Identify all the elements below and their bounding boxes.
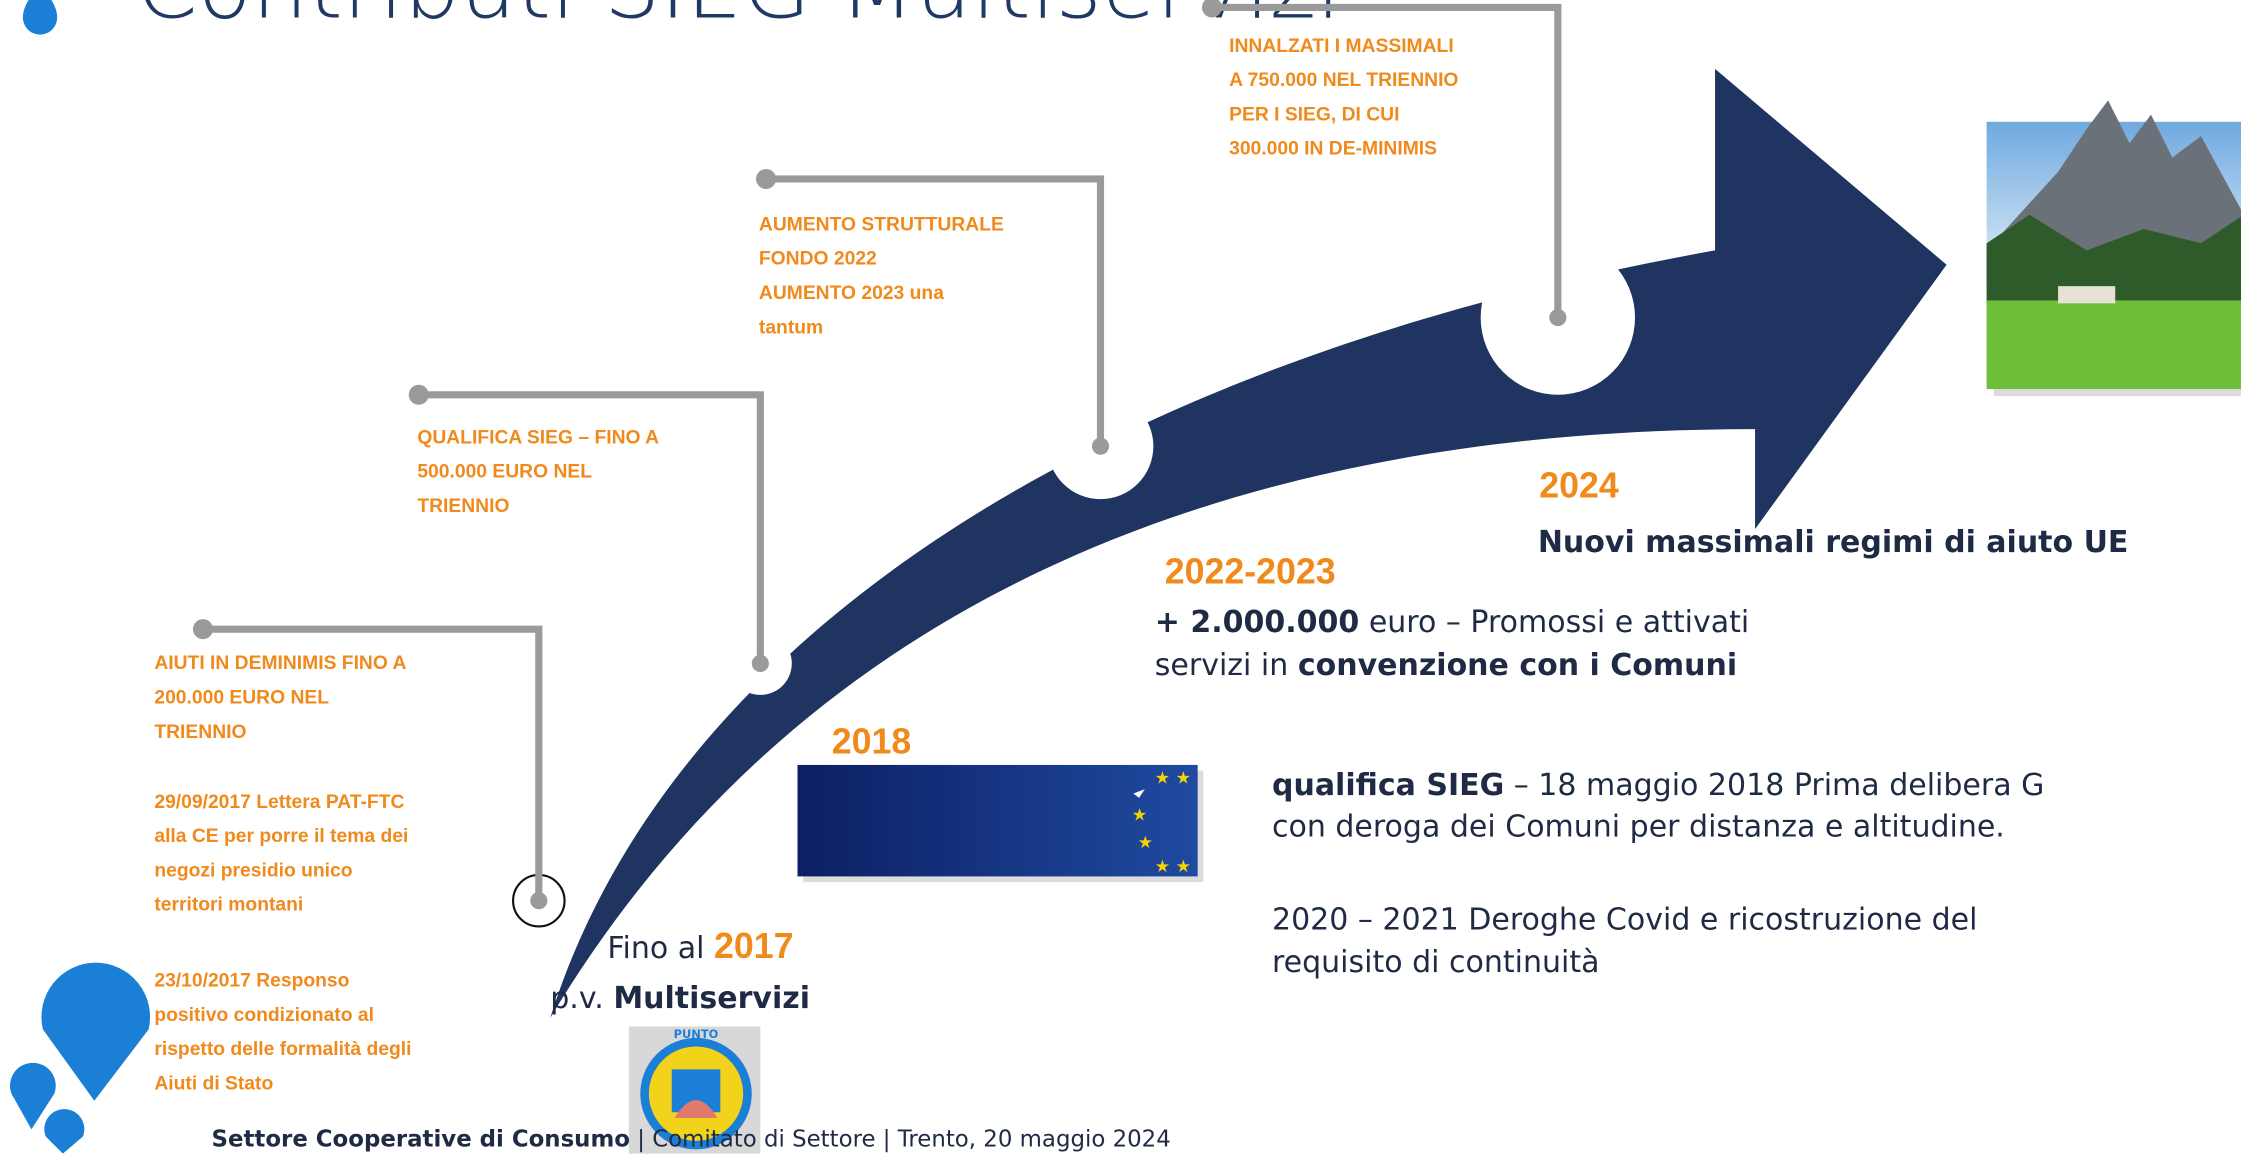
shape [409,385,429,405]
text-span: Fino al [607,931,714,966]
shape [1987,300,2241,389]
title-icon [23,0,57,35]
text-span: 200.000 EURO NEL [154,687,329,708]
text-span: AIUTI IN DEMINIMIS FINO A [154,653,406,674]
shape [530,892,547,909]
text-span: euro – Promossi e attivati [1359,605,1749,640]
logo-text: PUNTO [674,1027,719,1041]
text-span: qualifica SIEG [1272,768,1504,803]
text-span: AUMENTO STRUTTURALE [759,214,1004,235]
text-span: TRIENNIO [417,496,509,517]
text-span: p.v. [550,981,613,1016]
footer: Settore Cooperative di Consumo | Comitat… [212,1127,1171,1153]
text-span: convenzione con i Comuni [1298,648,1737,683]
text-span: 300.000 IN DE-MINIMIS [1229,139,1437,160]
callout: QUALIFICA SIEG – FINO A 500.000 EURO NEL… [417,427,664,517]
text-span: con deroga dei Comuni per distanza e alt… [1272,809,2005,844]
brand-drops [10,963,150,1154]
shape [193,619,213,639]
text-span: territori montani [154,895,303,916]
text-span: A 750.000 NEL TRIENNIO [1229,70,1458,91]
text-span: 29/09/2017 Lettera PAT-FTC [154,792,404,813]
text-span: Aiuti di Stato [154,1073,273,1094]
text-span: QUALIFICA SIEG – FINO A [417,427,659,448]
text-span: INNALZATI I MASSIMALI [1229,36,1454,57]
shape: ★ ★ [1155,769,1191,789]
text-span: servizi in [1155,648,1298,683]
eu-image: ★ ★★★★ ★ [797,765,1203,882]
slide: Contributi SIEG Multiservizi AIUTI IN DE… [0,0,2241,1154]
callout: INNALZATI I MASSIMALI A 750.000 NEL TRIE… [1229,36,1464,160]
text-span: + 2.000.000 [1155,605,1360,640]
callout: AIUTI IN DEMINIMIS FINO A 200.000 EURO N… [154,653,417,1094]
shape [41,963,150,1101]
shape [756,169,776,189]
milestone-2022: + 2.000.000 euro – Promossi e attivati s… [1155,605,1759,683]
text-span: positivo condizionato al [154,1005,374,1026]
shape: ★ [1138,833,1153,853]
text-span: FONDO 2022 [759,249,877,270]
shape: ★ ★ [1155,857,1191,877]
text-span: 500.000 EURO NEL [417,462,592,483]
landscape-photo [1987,100,2241,396]
shape [1549,309,1566,326]
text-span: negozi presidio unico [154,860,352,881]
year-2024: 2024 [1539,466,1619,506]
text-span: – 18 maggio 2018 Prima delibera G [1504,768,2044,803]
milestone-2018: qualifica SIEG – 18 maggio 2018 Prima de… [1272,768,2054,980]
shape [1092,438,1109,455]
shape: ★ [1132,806,1147,826]
milestone-2024: Nuovi massimali regimi di aiuto UE [1538,525,2129,560]
shape [2058,286,2115,303]
text-span: Multiservizi [613,981,810,1016]
text-span: 23/10/2017 Responso [154,970,349,991]
callout: AUMENTO STRUTTURALE FONDO 2022 AUMENTO 2… [759,214,1009,338]
text-span: TRIENNIO [154,722,246,743]
text-span: AUMENTO 2023 una [759,283,944,304]
year-2018: 2018 [832,722,911,762]
text-span: 2017 [714,926,793,966]
text-span: rispetto delle formalità degli [154,1039,411,1060]
text-span: tantum [759,317,823,338]
year-2022: 2022-2023 [1165,551,1336,591]
shape [44,1109,84,1154]
text-span: 2020 – 2021 Deroghe Covid e ricostruzion… [1272,902,1977,937]
text-span: PER I SIEG, DI CUI [1229,104,1399,125]
text-span: requisito di continuità [1272,945,1600,980]
text-span: | Comitato di Settore | Trento, 20 maggi… [630,1127,1171,1153]
text-span: alla CE per porre il tema dei [154,826,408,847]
shape [752,655,769,672]
text-span: Settore Cooperative di Consumo [212,1127,630,1153]
title: Contributi SIEG Multiservizi [136,0,1341,38]
